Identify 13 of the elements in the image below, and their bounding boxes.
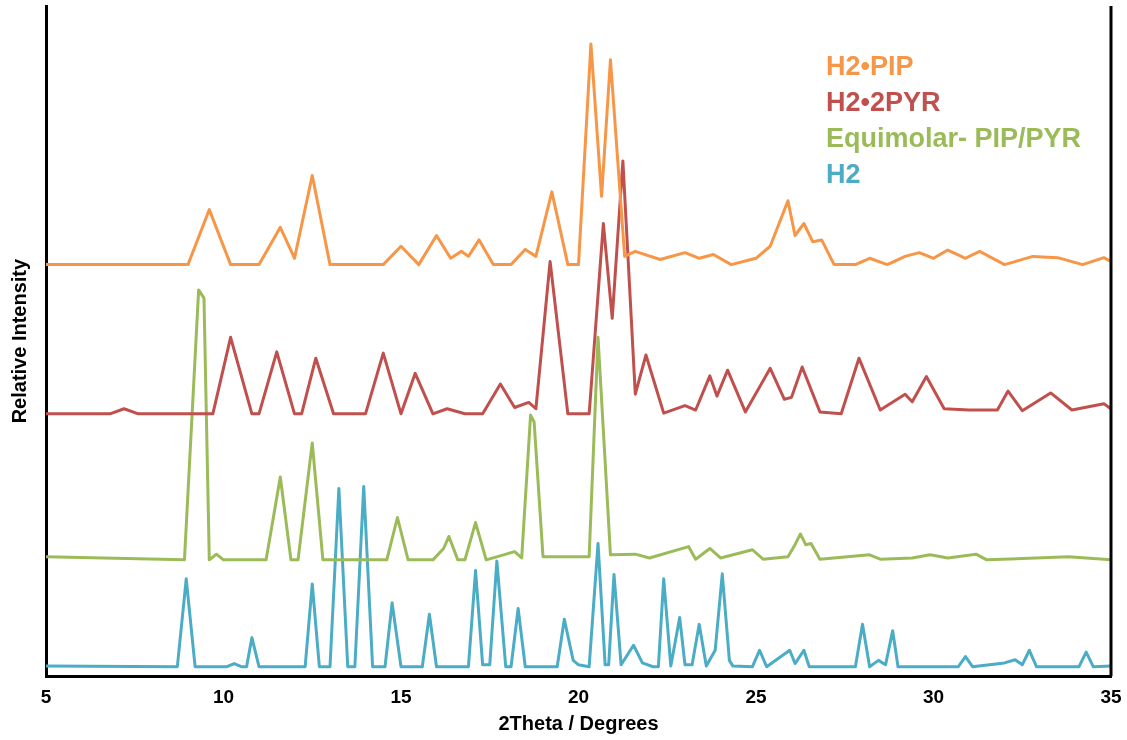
x-tick-label: 35 [1100,685,1122,707]
text: H2 [825,159,861,190]
x-tick-label: 20 [567,685,590,707]
x-tick-label: 10 [212,685,235,707]
text: H2•PIP [825,51,914,82]
x-tick-label: 25 [745,685,767,707]
text: Equimolar- PIP/PYR [825,123,1082,154]
x-axis-title: 2Theta / Degrees [498,711,659,734]
text: H2•2PYR [825,87,941,118]
x-tick-label: 5 [40,685,52,707]
x-tick-label: 30 [922,685,945,707]
y-axis-title: Relative Intensity [7,257,30,424]
x-tick-label: 15 [390,685,412,707]
